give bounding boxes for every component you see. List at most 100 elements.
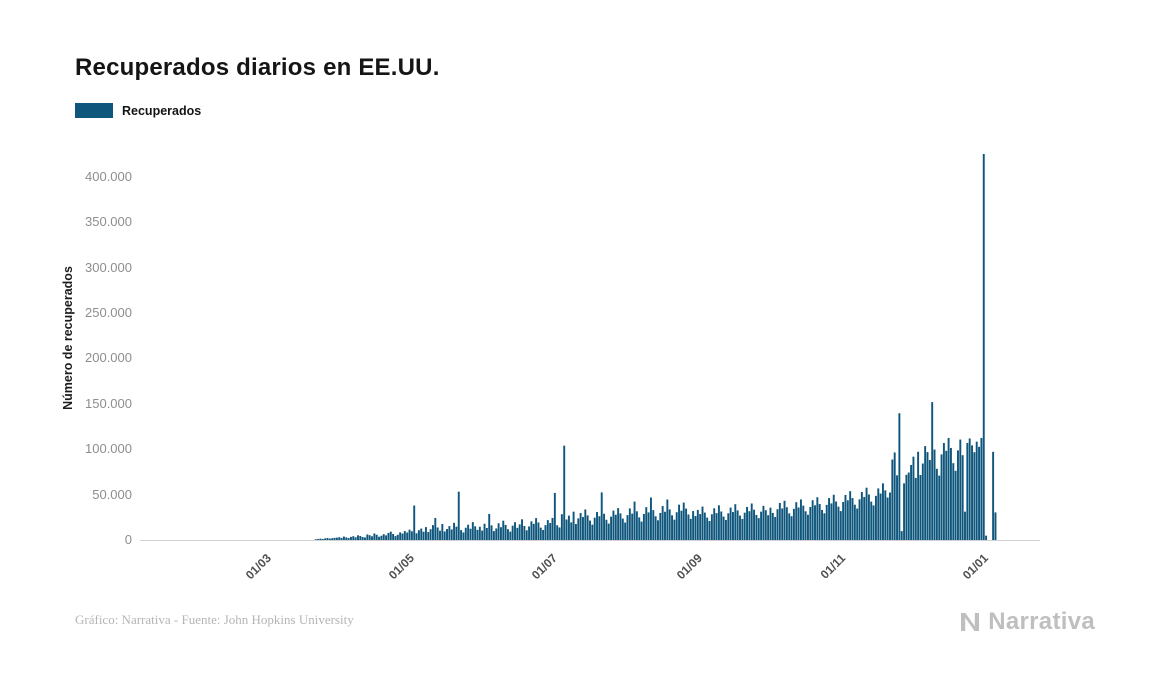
bar bbox=[968, 438, 971, 540]
bar bbox=[935, 468, 938, 540]
bar bbox=[764, 510, 767, 540]
bar bbox=[389, 531, 392, 540]
bar bbox=[453, 522, 456, 540]
bar bbox=[530, 521, 533, 540]
bar bbox=[732, 512, 734, 540]
bar bbox=[525, 530, 528, 540]
narrativa-n-icon bbox=[958, 610, 982, 634]
bar bbox=[394, 536, 397, 540]
bar bbox=[607, 523, 610, 540]
bar bbox=[448, 526, 451, 540]
bar bbox=[642, 513, 645, 540]
bar bbox=[874, 495, 877, 540]
bar bbox=[408, 529, 411, 540]
bar bbox=[605, 519, 608, 540]
bar bbox=[326, 538, 329, 540]
bar bbox=[727, 513, 730, 540]
narrativa-wordmark: Narrativa bbox=[988, 608, 1095, 635]
y-tick-label: 50.000 bbox=[92, 486, 132, 502]
bar bbox=[671, 515, 673, 540]
bar bbox=[626, 515, 629, 540]
bar bbox=[354, 537, 357, 540]
bar bbox=[710, 514, 713, 540]
bar bbox=[481, 530, 484, 540]
bar bbox=[574, 524, 577, 540]
bar bbox=[403, 531, 406, 540]
bar bbox=[940, 454, 943, 540]
bar bbox=[858, 499, 861, 540]
bar bbox=[821, 509, 823, 540]
bar bbox=[769, 507, 772, 540]
bar bbox=[565, 519, 568, 540]
bar bbox=[753, 509, 756, 540]
bar bbox=[853, 504, 856, 540]
bar bbox=[865, 487, 868, 540]
bar bbox=[797, 507, 800, 540]
bar bbox=[687, 514, 690, 540]
bar bbox=[457, 491, 460, 540]
bar bbox=[382, 534, 385, 540]
bar bbox=[931, 402, 934, 540]
bar bbox=[767, 515, 770, 540]
bar bbox=[535, 518, 538, 540]
bar bbox=[432, 525, 434, 540]
bar bbox=[584, 509, 587, 540]
legend: Recuperados bbox=[75, 103, 201, 118]
bar bbox=[978, 446, 981, 540]
bar bbox=[959, 439, 962, 540]
bar bbox=[818, 504, 821, 540]
bar bbox=[952, 463, 955, 540]
narrativa-logo: Narrativa bbox=[958, 608, 1095, 636]
bar bbox=[518, 524, 521, 540]
bar bbox=[814, 505, 816, 540]
bar bbox=[748, 511, 751, 540]
y-tick-label: 100.000 bbox=[85, 441, 132, 457]
bar bbox=[347, 538, 350, 540]
bar bbox=[528, 526, 531, 540]
bar bbox=[635, 511, 638, 540]
bar bbox=[882, 483, 884, 540]
bar bbox=[640, 521, 643, 540]
bar bbox=[328, 538, 331, 540]
bar bbox=[994, 512, 997, 540]
bar bbox=[917, 451, 920, 540]
bar bbox=[666, 499, 669, 540]
bar bbox=[621, 518, 624, 540]
bar bbox=[734, 504, 737, 540]
bar bbox=[319, 538, 322, 540]
bar bbox=[701, 506, 704, 540]
bar bbox=[471, 522, 474, 540]
bar bbox=[521, 519, 523, 540]
y-axis-title: Número de recuperados bbox=[61, 266, 75, 410]
bar bbox=[406, 532, 409, 540]
bar bbox=[436, 527, 439, 540]
bar bbox=[504, 524, 507, 540]
bar bbox=[345, 537, 348, 540]
bar bbox=[942, 443, 945, 540]
bar bbox=[375, 534, 378, 540]
bar bbox=[746, 506, 748, 540]
bar bbox=[371, 536, 373, 540]
bar bbox=[774, 516, 777, 540]
y-tick-label: 300.000 bbox=[85, 259, 132, 275]
bar bbox=[750, 503, 753, 540]
bar bbox=[490, 525, 493, 540]
page-title: Recuperados diarios en EE.UU. bbox=[75, 54, 440, 82]
bar bbox=[933, 449, 936, 540]
bar bbox=[460, 530, 463, 540]
bar bbox=[964, 511, 966, 540]
bar bbox=[839, 511, 842, 540]
bar bbox=[652, 510, 655, 540]
bar bbox=[483, 523, 486, 540]
bar bbox=[947, 437, 950, 540]
bar bbox=[657, 520, 659, 540]
bar bbox=[975, 441, 978, 540]
bar bbox=[633, 501, 636, 540]
bar bbox=[842, 501, 845, 540]
bar bbox=[357, 535, 359, 540]
bar bbox=[645, 507, 648, 540]
footer-credit: Gráfico: Narrativa - Fuente: John Hopkin… bbox=[75, 612, 354, 627]
bar bbox=[558, 527, 561, 540]
bar bbox=[434, 517, 437, 540]
bar bbox=[373, 533, 376, 540]
